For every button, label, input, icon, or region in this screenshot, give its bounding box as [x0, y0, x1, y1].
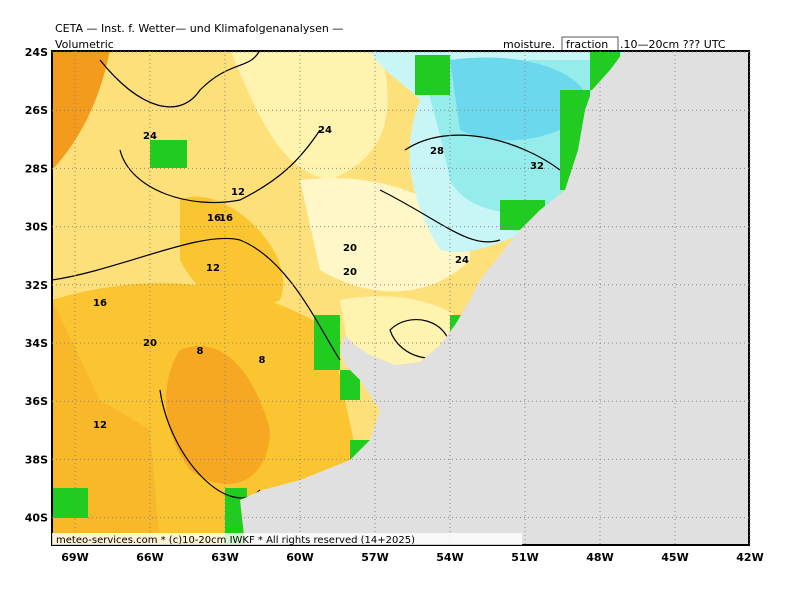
lat-label: 28S — [25, 162, 48, 175]
lon-label: 57W — [361, 551, 388, 564]
lon-label: 42W — [736, 551, 763, 564]
contour-label: 24 — [143, 131, 157, 142]
contour-label: 32 — [530, 161, 544, 172]
variable: moisture. — [503, 38, 555, 51]
lon-label: 63W — [211, 551, 238, 564]
lat-label: 32S — [25, 279, 48, 292]
contour-label: 24 — [318, 125, 332, 136]
contour-label: 16 — [93, 298, 107, 309]
unit: fraction — [566, 38, 608, 51]
lon-label: 60W — [286, 551, 313, 564]
lon-label: 69W — [61, 551, 88, 564]
lon-label: 54W — [436, 551, 463, 564]
contour-label: 16 — [219, 213, 233, 224]
lon-label: 66W — [136, 551, 163, 564]
contour-label: 28 — [430, 146, 444, 157]
contour-label: 12 — [206, 263, 220, 274]
lat-label: 40S — [25, 512, 48, 525]
footer: meteo-services.com * (c)10-20cm IWKF * A… — [56, 535, 415, 546]
contour-label: 20 — [143, 338, 157, 349]
lat-label: 34S — [25, 337, 48, 350]
contour-label: 24 — [455, 255, 469, 266]
lon-label: 51W — [511, 551, 538, 564]
level: .10—20cm ??? UTC — [620, 38, 726, 51]
lat-label: 30S — [25, 221, 48, 234]
lon-label: 48W — [586, 551, 613, 564]
lon-label: 45W — [661, 551, 688, 564]
lat-label: 26S — [25, 104, 48, 117]
contour-label: 12 — [93, 420, 107, 431]
contour-label: 16 — [207, 213, 221, 224]
title: CETA — Inst. f. Wetter— und Klimafolgena… — [55, 22, 343, 35]
contour-label: 20 — [343, 267, 357, 278]
lat-label: 36S — [25, 395, 48, 408]
lat-label: 24S — [25, 46, 48, 59]
subtitle: Volumetric — [55, 38, 114, 51]
grid — [52, 51, 751, 545]
land — [52, 50, 625, 545]
contour-label: 8 — [259, 355, 266, 366]
footer-bg — [52, 533, 522, 545]
contour-label: 12 — [231, 187, 245, 198]
contour-label: 8 — [197, 346, 204, 357]
lat-label: 38S — [25, 453, 48, 466]
contour-label: 20 — [343, 243, 357, 254]
